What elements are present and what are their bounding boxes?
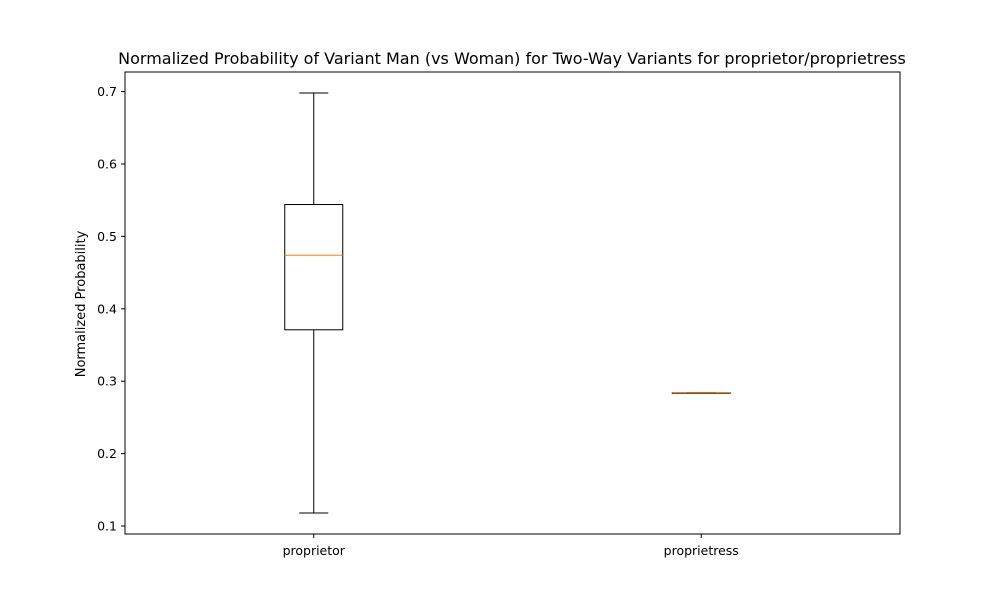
y-tick-label: 0.6 xyxy=(97,156,117,171)
box xyxy=(284,204,344,331)
chart-title: Normalized Probability of Variant Man (v… xyxy=(118,49,906,68)
y-tick-label: 0.2 xyxy=(97,446,117,461)
y-tick-label: 0.3 xyxy=(97,374,117,389)
x-tick-label: proprietor xyxy=(283,543,346,558)
y-tick-label: 0.5 xyxy=(97,229,117,244)
plot-area: 0.1 0.2 0.3 0.4 0.5 0.6 0.7 proprietor proprietr… xyxy=(97,84,739,558)
axes-frame xyxy=(124,71,901,535)
y-tick-label: 0.4 xyxy=(97,301,117,316)
x-tick-label: proprietress xyxy=(664,543,739,558)
y-tick-label: 0.7 xyxy=(97,84,117,99)
y-tick-label: 0.1 xyxy=(97,519,117,534)
y-axis-label: Normalized Probability xyxy=(74,230,89,377)
